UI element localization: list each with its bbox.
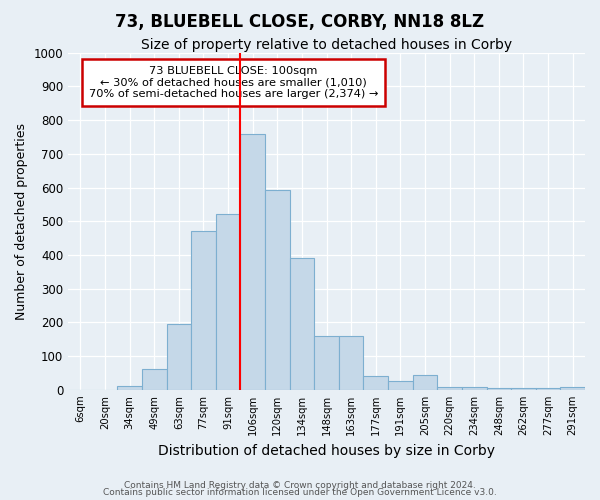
Bar (536, 388, 560, 390)
Bar (487, 388, 511, 390)
Bar (314, 336, 339, 390)
Text: Contains public sector information licensed under the Open Government Licence v3: Contains public sector information licen… (103, 488, 497, 497)
Bar (511, 388, 536, 390)
Bar (241, 134, 265, 390)
X-axis label: Distribution of detached houses by size in Corby: Distribution of detached houses by size … (158, 444, 495, 458)
Bar (388, 381, 413, 390)
Bar (462, 387, 487, 390)
Bar (167, 324, 191, 390)
Bar (191, 232, 216, 390)
Text: 73 BLUEBELL CLOSE: 100sqm
← 30% of detached houses are smaller (1,010)
70% of se: 73 BLUEBELL CLOSE: 100sqm ← 30% of detac… (89, 66, 378, 100)
Bar (364, 376, 388, 390)
Bar (413, 375, 437, 390)
Bar (265, 190, 290, 390)
Bar (339, 336, 364, 390)
Bar (117, 386, 142, 390)
Title: Size of property relative to detached houses in Corby: Size of property relative to detached ho… (141, 38, 512, 52)
Bar (142, 368, 167, 390)
Bar (290, 258, 314, 390)
Y-axis label: Number of detached properties: Number of detached properties (15, 123, 28, 320)
Bar (437, 386, 462, 390)
Text: Contains HM Land Registry data © Crown copyright and database right 2024.: Contains HM Land Registry data © Crown c… (124, 480, 476, 490)
Text: 73, BLUEBELL CLOSE, CORBY, NN18 8LZ: 73, BLUEBELL CLOSE, CORBY, NN18 8LZ (115, 12, 485, 30)
Bar (560, 387, 585, 390)
Bar (216, 214, 241, 390)
